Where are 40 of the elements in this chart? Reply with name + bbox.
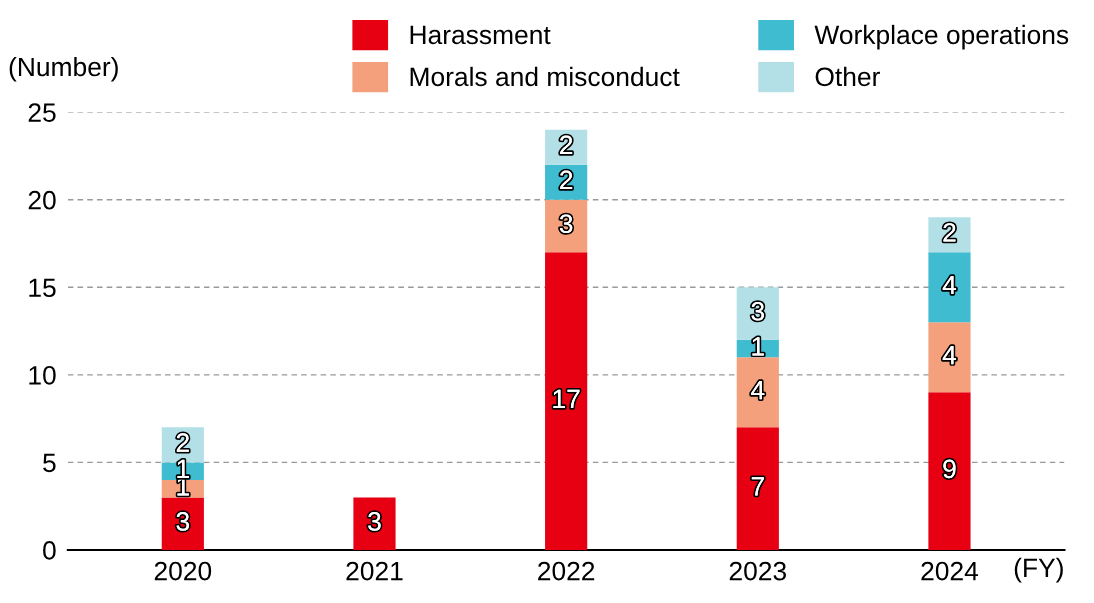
bar [353,497,396,550]
data-label: 4 [751,381,765,400]
y-tick-label: 0 [43,541,56,560]
data-label: 3 [751,301,764,321]
data-label: 17 [553,389,580,408]
y-axis-title: (Number) [9,56,118,82]
legend-label: Morals and misconduct [410,66,680,87]
bar [736,427,779,550]
data-label: 9 [943,459,956,479]
legend-label: Workplace operations [814,24,1069,50]
bar [736,357,779,428]
x-tick-label: 2021 [346,561,403,581]
y-tick-label: 5 [43,453,56,473]
x-axis-title: (FY) [1014,557,1063,583]
x-tick-label: 2023 [729,561,786,581]
data-label: 1 [752,337,764,356]
data-label: 3 [176,512,189,531]
y-tick-label: 10 [29,365,56,385]
data-label: 2 [560,170,573,190]
data-label: 2 [943,223,956,242]
data-label: 2 [560,135,573,154]
data-label: 3 [559,214,573,234]
y-tick-label: 15 [29,278,56,298]
x-tick-label: 2022 [538,561,595,581]
data-label: 7 [751,477,764,496]
y-tick-label: 25 [28,103,56,122]
data-label: 4 [942,275,957,295]
data-label: 1 [177,459,189,478]
legend-label: Harassment [410,25,551,45]
x-tick-label: 2024 [921,561,979,581]
bar [928,322,971,393]
bar [545,252,588,550]
data-label: 3 [368,512,381,531]
bar [928,252,971,323]
x-tick-label: 2020 [154,561,212,581]
y-tick-label: 20 [28,190,56,210]
bar [928,392,971,550]
data-label: 2 [176,433,189,452]
data-label: 4 [942,345,957,365]
legend-label: Other [815,66,880,87]
